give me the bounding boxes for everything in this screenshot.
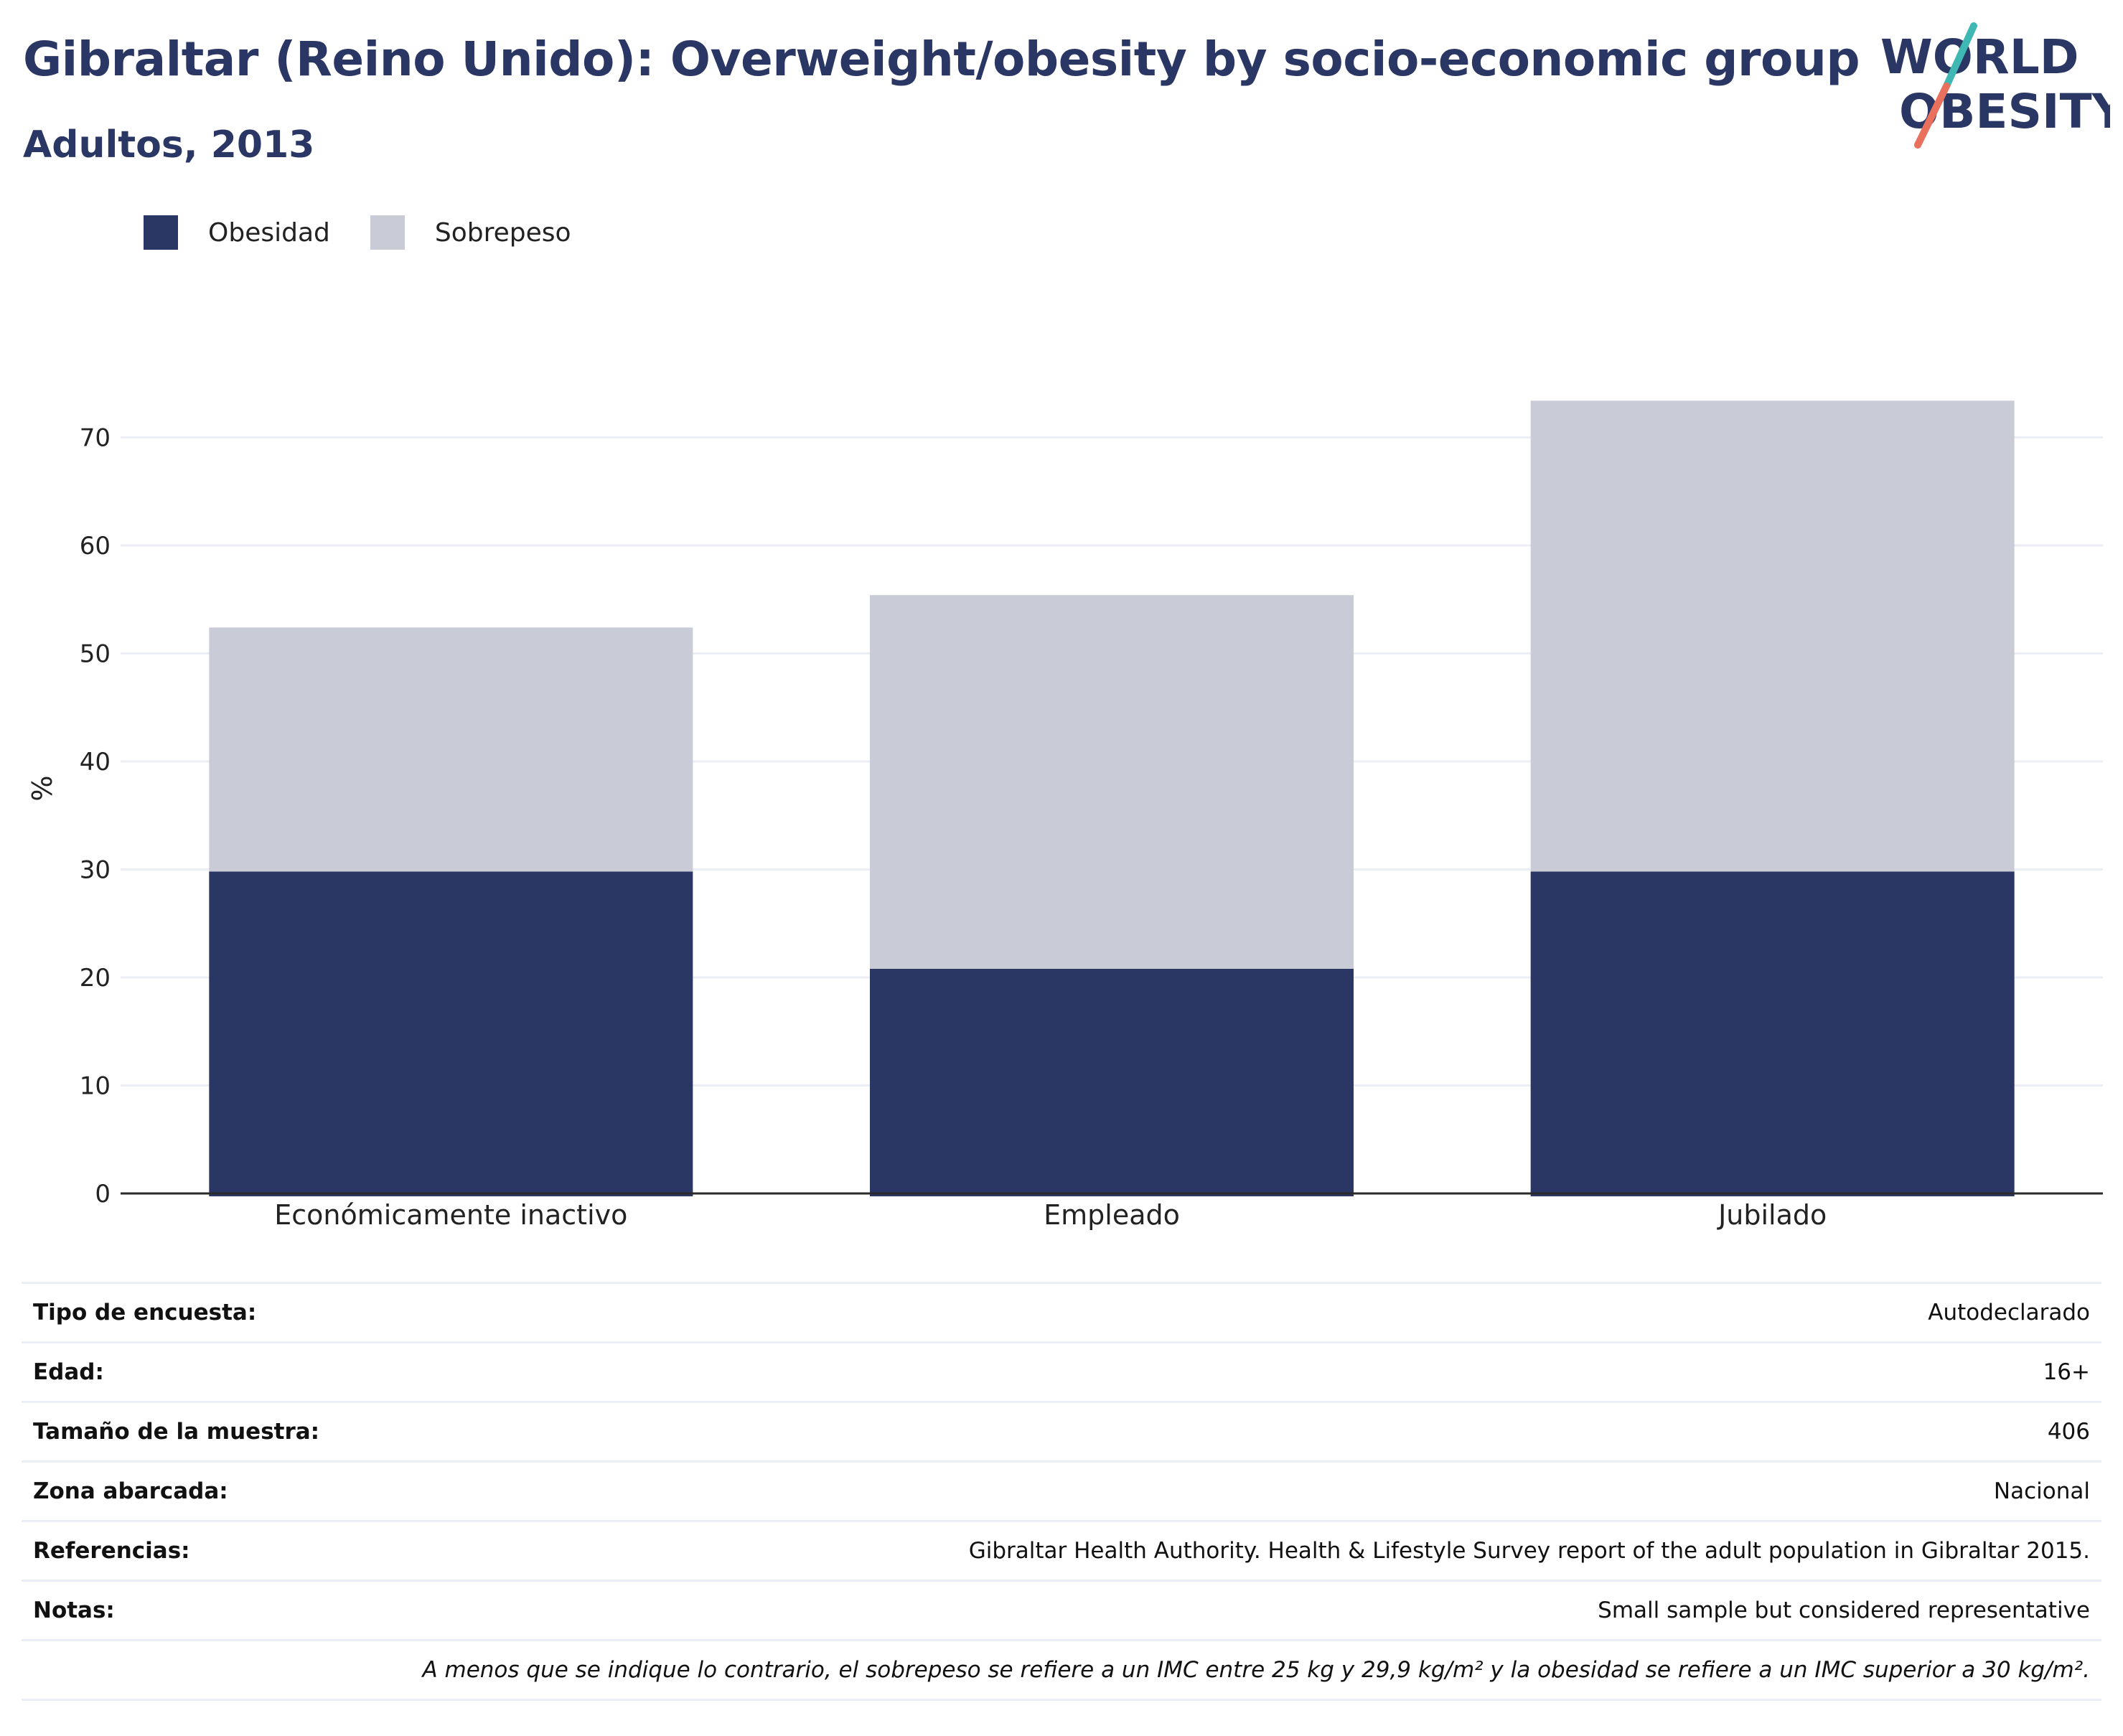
info-row-survey-type: Tipo de encuesta: Autodeclarado	[22, 1282, 2101, 1343]
bar-sobrepeso	[1530, 400, 2015, 872]
world-obesity-logo: WORLD OBESITY	[1880, 22, 2110, 149]
x-tick-label: Empleado	[1044, 1199, 1180, 1231]
info-row-footnote: A menos que se indique lo contrario, el …	[22, 1640, 2101, 1700]
info-value: 406	[2047, 1419, 2090, 1445]
info-value: Small sample but considered representati…	[1598, 1597, 2090, 1623]
survey-info-table: Tipo de encuesta: Autodeclarado Edad: 16…	[22, 1282, 2101, 1701]
info-label: Notas:	[33, 1597, 115, 1623]
x-tick-label: Jubilado	[1717, 1199, 1827, 1231]
bar-sobrepeso	[870, 595, 1354, 969]
y-tick-label: 20	[80, 964, 111, 993]
y-tick-label: 50	[80, 640, 111, 669]
y-axis-label: %	[27, 776, 58, 802]
legend-swatch-sobrepeso	[370, 215, 405, 250]
info-row-area: Zona abarcada: Nacional	[22, 1461, 2101, 1521]
y-tick-label: 0	[95, 1180, 111, 1209]
info-value: 16+	[2043, 1359, 2090, 1385]
legend-label-obesidad: Obesidad	[208, 217, 330, 248]
bar-obesidad	[870, 968, 1354, 1196]
info-label: Zona abarcada:	[33, 1478, 228, 1504]
y-tick-label: 40	[80, 748, 111, 776]
footnote: A menos que se indique lo contrario, el …	[422, 1657, 2090, 1683]
bar-sobrepeso	[209, 627, 693, 872]
legend-item-sobrepeso[interactable]: Sobrepeso	[370, 215, 571, 250]
legend-swatch-obesidad	[144, 215, 178, 250]
y-tick-label: 30	[80, 856, 111, 885]
chart-title: Gibraltar (Reino Unido): Overweight/obes…	[23, 32, 1860, 87]
bar-obesidad	[209, 871, 693, 1196]
logo-line1: WORLD	[1880, 29, 2079, 85]
y-tick-label: 60	[80, 532, 111, 560]
y-tick-label: 10	[80, 1072, 111, 1101]
info-value: Gibraltar Health Authority. Health & Lif…	[968, 1538, 2090, 1564]
info-label: Edad:	[33, 1359, 104, 1385]
logo-slash-coral	[1914, 83, 1950, 149]
info-row-references: Referencias: Gibraltar Health Authority.…	[22, 1521, 2101, 1581]
bar-obesidad	[1530, 871, 2015, 1196]
info-row-sample-size: Tamaño de la muestra: 406	[22, 1402, 2101, 1462]
bar-chart: 0 10 20 30 40 50 60 70% Económicamente inactivo E…	[27, 400, 2103, 1231]
y-tick-label: 70	[80, 424, 111, 453]
legend: Obesidad Sobrepeso	[144, 212, 611, 253]
info-label: Tamaño de la muestra:	[33, 1419, 320, 1445]
legend-item-obesidad[interactable]: Obesidad	[144, 215, 330, 250]
info-row-age: Edad: 16+	[22, 1342, 2101, 1402]
logo-slash-teal	[1943, 22, 1977, 90]
x-tick-label: Económicamente inactivo	[274, 1199, 627, 1231]
chart-subtitle: Adultos, 2013	[23, 123, 315, 166]
info-label: Tipo de encuesta:	[33, 1300, 257, 1326]
info-value: Nacional	[1993, 1478, 2090, 1504]
info-label: Referencias:	[33, 1538, 190, 1564]
legend-label-sobrepeso: Sobrepeso	[434, 217, 571, 248]
info-row-notes: Notas: Small sample but considered repre…	[22, 1580, 2101, 1641]
info-value: Autodeclarado	[1928, 1300, 2090, 1326]
